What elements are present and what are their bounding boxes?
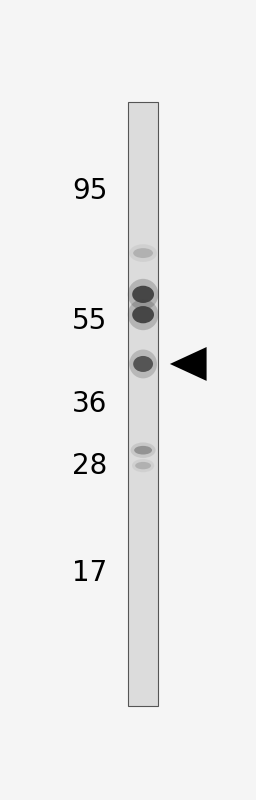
Text: 17: 17 <box>72 559 108 587</box>
Ellipse shape <box>133 248 153 258</box>
Ellipse shape <box>134 446 152 454</box>
Ellipse shape <box>131 442 156 458</box>
Text: 95: 95 <box>72 178 108 206</box>
Ellipse shape <box>132 306 154 323</box>
Ellipse shape <box>132 286 154 303</box>
Ellipse shape <box>129 350 157 378</box>
Ellipse shape <box>132 459 154 472</box>
Ellipse shape <box>128 279 158 310</box>
Polygon shape <box>170 347 207 381</box>
Text: 55: 55 <box>72 307 108 335</box>
Ellipse shape <box>133 356 153 372</box>
Text: 28: 28 <box>72 451 108 479</box>
Ellipse shape <box>135 462 151 470</box>
Bar <box>128 102 158 706</box>
Ellipse shape <box>129 244 157 262</box>
Text: 36: 36 <box>72 390 108 418</box>
Ellipse shape <box>128 299 158 330</box>
